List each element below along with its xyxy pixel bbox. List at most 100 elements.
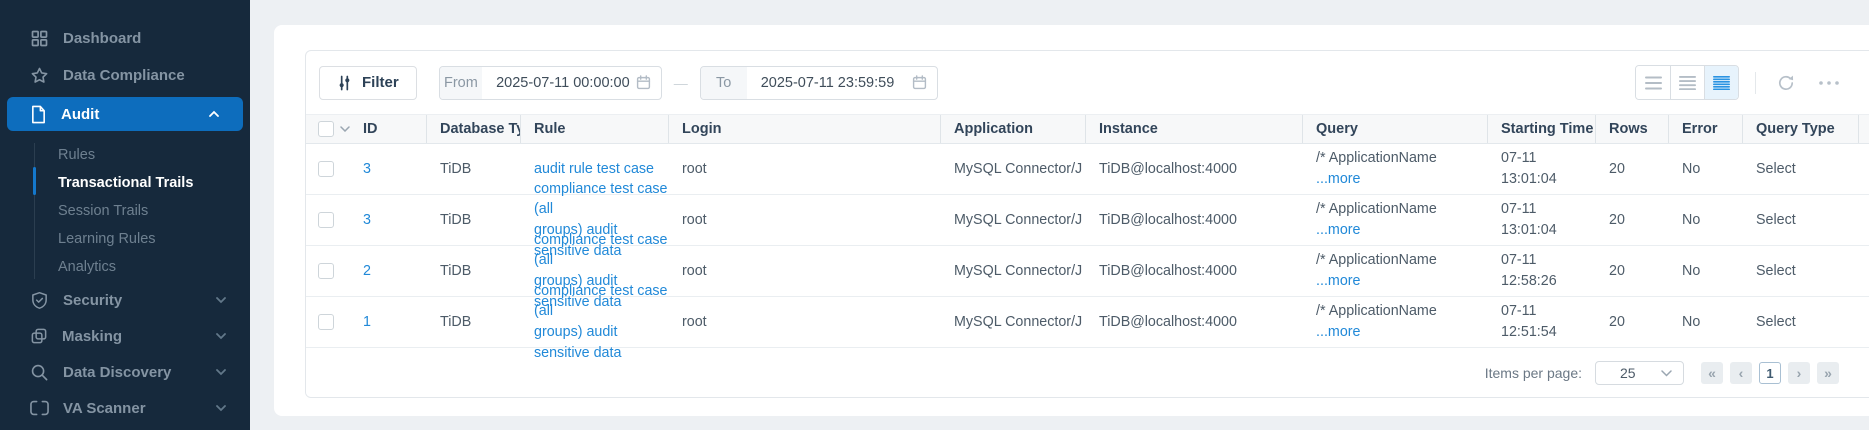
sidebar-item-va-scanner[interactable]: VA Scanner — [0, 393, 250, 423]
query-more-link[interactable]: ...more — [1316, 222, 1361, 238]
document-icon — [30, 105, 47, 124]
table-header-row: ID Database Type Rule Login Application … — [306, 114, 1869, 144]
search-icon — [30, 363, 49, 382]
from-label: From — [439, 66, 483, 99]
audit-table-container: Filter From 2025-07-11 00:00:00 — To — [305, 50, 1869, 398]
content-card: Filter From 2025-07-11 00:00:00 — To — [274, 25, 1869, 416]
sidebar-item-masking[interactable]: Masking — [0, 321, 250, 351]
database-type-cell: TiDB — [440, 262, 472, 279]
shield-icon — [30, 291, 49, 310]
to-label: To — [700, 66, 747, 99]
sidebar-item-analytics[interactable]: Analytics — [0, 253, 250, 281]
query-preview: /* ApplicationName — [1316, 201, 1437, 218]
filter-button[interactable]: Filter — [319, 65, 417, 100]
rows-cell: 20 — [1609, 160, 1625, 177]
rule-link[interactable]: compliance test case (all groups) audit s… — [534, 282, 668, 361]
density-compact-button[interactable] — [1704, 66, 1738, 99]
sidebar-item-learning-rules[interactable]: Learning Rules — [0, 225, 250, 253]
starting-time-cell: 07-11 12:51:54 — [1501, 303, 1557, 340]
submenu-guide-line — [34, 143, 35, 279]
query-cell: /* ApplicationName ...more — [1303, 301, 1488, 342]
row-id-link[interactable]: 3 — [363, 160, 371, 177]
application-cell: MySQL Connector/J — [954, 262, 1083, 279]
from-date-input[interactable]: From 2025-07-11 00:00:00 — [438, 65, 662, 100]
refresh-button[interactable] — [1772, 69, 1800, 97]
scanner-icon — [30, 400, 49, 416]
sidebar-item-session-trails[interactable]: Session Trails — [0, 197, 250, 225]
query-more-link[interactable]: ...more — [1316, 171, 1361, 187]
audit-submenu: Rules Transactional Trails Session Trail… — [0, 141, 250, 281]
sidebar-item-dashboard[interactable]: Dashboard — [0, 23, 250, 53]
starting-time-cell: 07-11 13:01:04 — [1501, 150, 1557, 187]
rule-link[interactable]: compliance test case (all groups) audit s… — [534, 231, 668, 310]
row-checkbox[interactable] — [318, 263, 334, 279]
rows-cell: 20 — [1609, 313, 1625, 330]
sidebar-item-transactional-trails[interactable]: Transactional Trails — [0, 169, 250, 197]
sidebar-item-data-discovery[interactable]: Data Discovery — [0, 357, 250, 387]
row-checkbox[interactable] — [318, 161, 334, 177]
database-type-cell: TiDB — [440, 211, 472, 228]
next-page-button[interactable]: › — [1788, 362, 1810, 384]
sidebar-item-security[interactable]: Security — [0, 285, 250, 315]
query-preview: /* ApplicationName — [1316, 252, 1437, 269]
select-all-checkbox[interactable] — [318, 121, 334, 137]
chevron-down-icon — [216, 297, 226, 304]
from-date-value[interactable]: 2025-07-11 00:00:00 — [496, 74, 630, 91]
rule-link[interactable]: audit rule test case — [534, 160, 655, 177]
application-cell: MySQL Connector/J — [954, 313, 1083, 330]
row-id-link[interactable]: 1 — [363, 313, 371, 330]
mask-icon — [30, 327, 48, 345]
query-more-link[interactable]: ...more — [1316, 273, 1361, 289]
sidebar-item-label: Dashboard — [63, 29, 142, 47]
table-toolbar: Filter From 2025-07-11 00:00:00 — To — [306, 51, 1869, 114]
previous-page-button[interactable]: ‹ — [1730, 362, 1752, 384]
row-id-link[interactable]: 2 — [363, 262, 371, 279]
row-checkbox[interactable] — [318, 314, 334, 330]
select-all-cell — [306, 115, 350, 143]
sidebar-item-data-compliance[interactable]: Data Compliance — [0, 60, 250, 90]
starting-time-cell: 07-11 12:58:26 — [1501, 252, 1557, 289]
column-header-starting-time: Starting Time — [1488, 115, 1596, 143]
column-header-rows: Rows — [1596, 115, 1669, 143]
database-type-cell: TiDB — [440, 160, 472, 177]
more-options-button[interactable] — [1814, 76, 1844, 90]
column-header-query-type: Query Type — [1743, 115, 1859, 143]
sidebar-nav: Dashboard Data Compliance Audit — [0, 0, 250, 423]
query-type-cell: Select — [1756, 313, 1796, 330]
sidebar: Dashboard Data Compliance Audit — [0, 0, 250, 430]
rows-cell: 20 — [1609, 211, 1625, 228]
first-page-button[interactable]: « — [1701, 362, 1723, 384]
error-cell: No — [1682, 160, 1701, 177]
query-preview: /* ApplicationName — [1316, 303, 1437, 320]
main-content: Filter From 2025-07-11 00:00:00 — To — [250, 0, 1869, 430]
sidebar-item-label: Security — [63, 291, 123, 309]
row-checkbox[interactable] — [318, 212, 334, 228]
last-page-button[interactable]: » — [1817, 362, 1839, 384]
calendar-icon[interactable] — [912, 75, 927, 90]
current-page-button[interactable]: 1 — [1759, 362, 1781, 384]
query-more-link[interactable]: ...more — [1316, 324, 1361, 340]
chevron-down-icon — [1661, 369, 1672, 377]
calendar-icon[interactable] — [636, 75, 651, 90]
to-date-value[interactable]: 2025-07-11 23:59:59 — [760, 74, 895, 91]
toolbar-right-tools — [1635, 65, 1844, 100]
column-header-login: Login — [669, 115, 941, 143]
sidebar-item-rules[interactable]: Rules — [0, 141, 250, 169]
instance-cell: TiDB@localhost:4000 — [1099, 211, 1237, 228]
ellipsis-icon — [1818, 80, 1840, 86]
error-cell: No — [1682, 211, 1701, 228]
instance-cell: TiDB@localhost:4000 — [1099, 313, 1237, 330]
selection-menu-chevron-icon[interactable] — [340, 126, 350, 132]
page-size-select[interactable]: 25 — [1595, 361, 1684, 385]
items-per-page-label: Items per page: — [1484, 365, 1582, 381]
sub-item-label: Session Trails — [58, 203, 149, 219]
row-id-link[interactable]: 3 — [363, 211, 371, 228]
query-cell: /* ApplicationName ...more — [1303, 250, 1488, 291]
density-medium-button[interactable] — [1670, 66, 1704, 99]
sidebar-item-audit[interactable]: Audit — [7, 97, 243, 131]
density-large-button[interactable] — [1636, 66, 1670, 99]
to-date-input[interactable]: To 2025-07-11 23:59:59 — [699, 65, 938, 100]
query-preview: /* ApplicationName — [1316, 150, 1437, 167]
sub-item-label: Rules — [58, 147, 96, 163]
rule-link[interactable]: compliance test case (all groups) audit s… — [534, 180, 668, 259]
